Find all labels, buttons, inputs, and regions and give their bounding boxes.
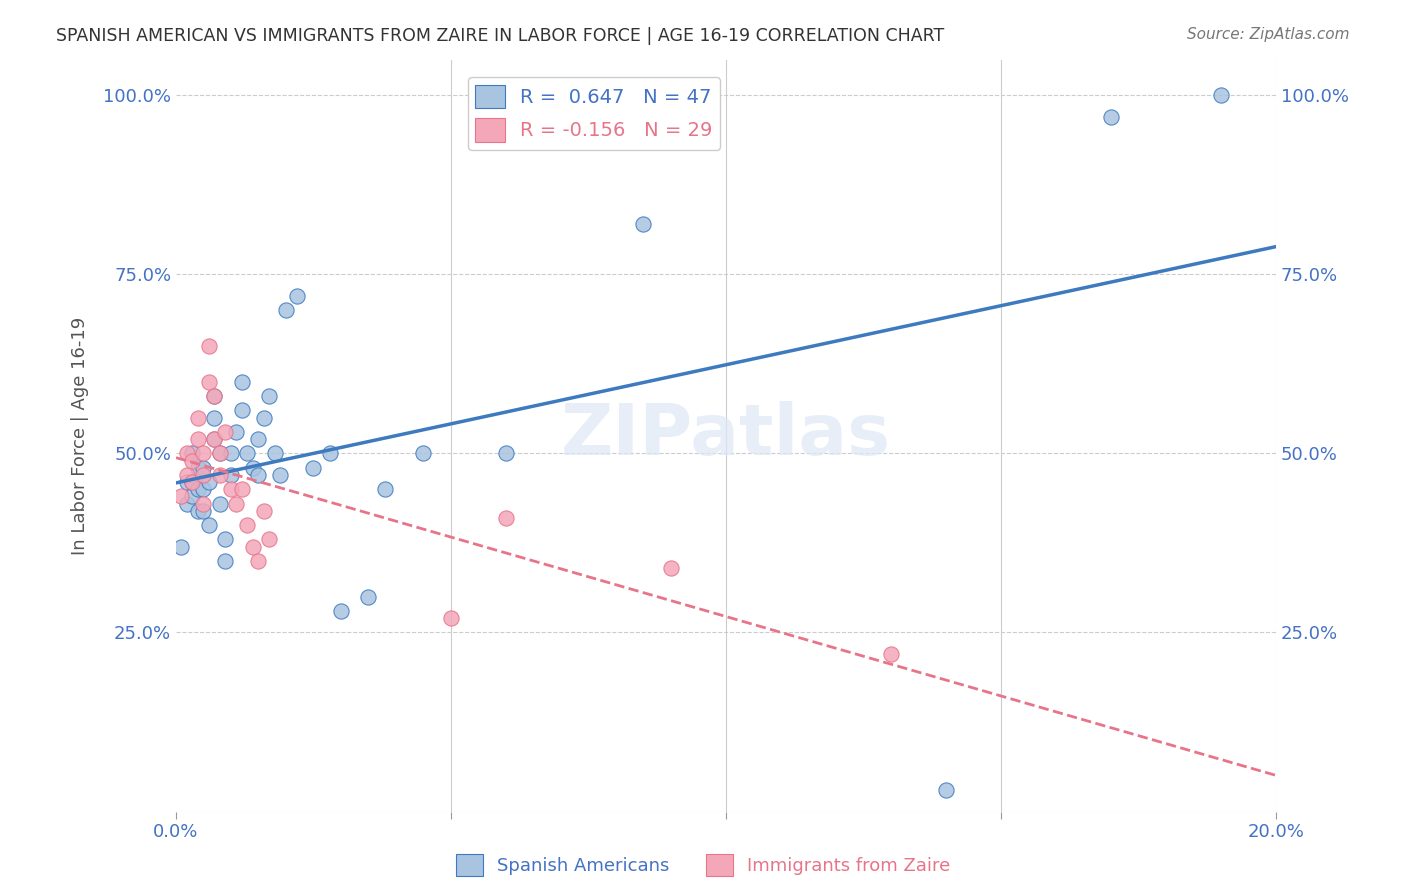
Point <box>187 483 209 497</box>
Point <box>193 497 215 511</box>
Point <box>204 389 226 403</box>
Point <box>319 446 342 460</box>
Point <box>204 432 226 446</box>
Point <box>247 554 270 568</box>
Point <box>176 497 198 511</box>
Point <box>242 540 264 554</box>
Point <box>253 410 276 425</box>
Point <box>495 511 517 525</box>
Point <box>935 783 957 797</box>
Point <box>204 389 226 403</box>
Point <box>633 217 655 231</box>
Point <box>208 467 231 482</box>
Point <box>242 460 264 475</box>
Point <box>187 432 209 446</box>
Point <box>219 483 242 497</box>
Point <box>214 425 236 439</box>
Point <box>181 490 204 504</box>
Point <box>198 475 221 489</box>
Point <box>225 497 247 511</box>
Point <box>187 460 209 475</box>
Text: SPANISH AMERICAN VS IMMIGRANTS FROM ZAIRE IN LABOR FORCE | AGE 16-19 CORRELATION: SPANISH AMERICAN VS IMMIGRANTS FROM ZAIR… <box>56 27 945 45</box>
Text: Source: ZipAtlas.com: Source: ZipAtlas.com <box>1187 27 1350 42</box>
Point <box>208 446 231 460</box>
Point <box>176 446 198 460</box>
Point <box>181 446 204 460</box>
Point <box>495 446 517 460</box>
Point <box>170 540 193 554</box>
Point <box>181 475 204 489</box>
Point <box>193 460 215 475</box>
Point <box>219 467 242 482</box>
Point <box>374 483 396 497</box>
Point <box>357 590 380 604</box>
Point <box>264 446 287 460</box>
Point <box>1099 110 1122 124</box>
Point <box>412 446 434 460</box>
Point <box>219 446 242 460</box>
Point <box>225 425 247 439</box>
Point <box>198 339 221 353</box>
Point <box>193 504 215 518</box>
Point <box>193 446 215 460</box>
Point <box>330 604 353 618</box>
Point <box>208 446 231 460</box>
Point <box>187 504 209 518</box>
Point <box>187 410 209 425</box>
Point <box>285 289 308 303</box>
Point <box>236 518 259 533</box>
Point <box>259 533 281 547</box>
Text: ZIPatlas: ZIPatlas <box>561 401 891 470</box>
Point <box>193 467 215 482</box>
Point <box>193 483 215 497</box>
Point <box>269 467 291 482</box>
Point <box>181 453 204 467</box>
Point <box>176 475 198 489</box>
Point <box>274 303 297 318</box>
Point <box>880 647 903 661</box>
Point <box>236 446 259 460</box>
Point <box>198 375 221 389</box>
Point <box>231 403 253 417</box>
Point <box>253 504 276 518</box>
Point <box>1209 88 1232 103</box>
Point <box>214 533 236 547</box>
Point <box>176 467 198 482</box>
Point <box>659 561 682 575</box>
Legend: Spanish Americans, Immigrants from Zaire: Spanish Americans, Immigrants from Zaire <box>449 847 957 883</box>
Y-axis label: In Labor Force | Age 16-19: In Labor Force | Age 16-19 <box>72 317 89 555</box>
Point <box>204 410 226 425</box>
Point <box>214 554 236 568</box>
Legend: R =  0.647   N = 47, R = -0.156   N = 29: R = 0.647 N = 47, R = -0.156 N = 29 <box>468 77 720 150</box>
Point <box>247 432 270 446</box>
Point <box>231 483 253 497</box>
Point <box>302 460 325 475</box>
Point <box>440 611 463 625</box>
Point <box>198 518 221 533</box>
Point <box>204 432 226 446</box>
Point <box>170 490 193 504</box>
Point <box>208 497 231 511</box>
Point <box>247 467 270 482</box>
Point <box>259 389 281 403</box>
Point <box>231 375 253 389</box>
Point <box>181 475 204 489</box>
